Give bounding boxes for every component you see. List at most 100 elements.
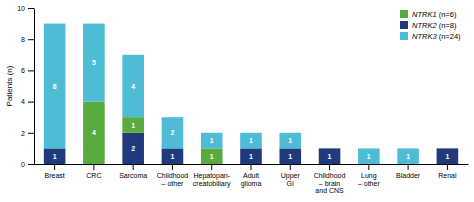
chart: 12111114118542111110246810BreastCRCSarco…	[0, 0, 474, 202]
tick-label: CRC	[86, 172, 101, 179]
tick: 6	[21, 67, 34, 74]
legend-item: NTRK3 (n=24)	[400, 32, 461, 41]
bar-segment	[240, 148, 262, 164]
bar-segment	[397, 148, 419, 164]
tick-label: Childhood– brainand CNS	[314, 172, 346, 194]
tick-mark	[368, 164, 369, 170]
data-labels: 1211111411854211111	[53, 59, 450, 160]
tick-mark	[408, 164, 409, 170]
bar-segment	[44, 148, 66, 164]
data-label: 1	[131, 122, 135, 129]
tick-mark	[28, 8, 34, 9]
data-label: 5	[92, 59, 96, 66]
legend-swatch	[400, 10, 408, 18]
tick: Renal	[438, 164, 457, 179]
tick-label: Sarcoma	[119, 172, 147, 179]
tick: Breast	[45, 164, 65, 179]
bars	[44, 24, 458, 164]
tick: Childhood– brainand CNS	[314, 164, 346, 194]
tick-mark	[28, 70, 34, 71]
bar-segment	[162, 117, 184, 148]
legend: NTRK1 (n=6) NTRK2 (n=8) NTRK3 (n=24)	[400, 10, 461, 41]
data-label: 1	[249, 153, 253, 160]
bar-segment	[162, 148, 184, 164]
legend-swatch	[400, 21, 408, 29]
tick-label: Hepatopan-creatobiliary	[193, 172, 231, 188]
tick: Adultglioma	[241, 164, 262, 188]
tick: 8	[21, 36, 34, 43]
data-label: 2	[131, 145, 135, 152]
data-label: 2	[170, 129, 174, 136]
legend-label: NTRK3 (n=24)	[412, 32, 461, 41]
tick-label: Adultglioma	[241, 172, 262, 188]
data-label: 1	[288, 137, 292, 144]
tick-mark	[54, 164, 55, 170]
data-label: 1	[367, 153, 371, 160]
tick-mark	[28, 39, 34, 40]
data-label: 1	[328, 153, 332, 160]
tick-label: UpperGI	[281, 172, 301, 187]
legend-swatch	[400, 32, 408, 40]
tick-label: Renal	[438, 172, 457, 179]
legend-item: NTRK2 (n=8)	[400, 21, 457, 30]
tick: Hepatopan-creatobiliary	[193, 164, 231, 188]
tick-label: Bladder	[396, 172, 421, 179]
legend-item: NTRK1 (n=6)	[400, 10, 457, 19]
data-label: 4	[131, 83, 135, 90]
bar-segment	[279, 148, 301, 164]
axis-title: Patients (n)	[5, 65, 14, 106]
tick-mark	[28, 164, 34, 165]
data-label: 1	[445, 153, 449, 160]
data-label: 1	[249, 137, 253, 144]
bar-segment	[122, 117, 144, 133]
tick-mark	[447, 164, 448, 170]
tick-mark	[93, 164, 94, 170]
bar-segment	[83, 102, 105, 164]
data-label: 1	[170, 153, 174, 160]
tick-label: 6	[21, 67, 25, 74]
tick: 10	[17, 5, 34, 12]
data-label: 1	[210, 137, 214, 144]
bar-segment	[437, 148, 459, 164]
bar-segment	[201, 148, 223, 164]
tick-mark	[251, 164, 252, 170]
tick: UpperGI	[281, 164, 301, 187]
bar-segment	[83, 24, 105, 102]
x-axis: Breast CRC Sarcoma Childhood– otherHepatopa…	[35, 164, 469, 194]
tick: Childhood– other	[157, 164, 189, 187]
data-label: 8	[53, 83, 57, 90]
tick-mark	[133, 164, 134, 170]
data-label: 1	[288, 153, 292, 160]
legend-label: NTRK2 (n=8)	[412, 21, 457, 30]
tick-mark	[329, 164, 330, 170]
tick-label: 0	[21, 161, 25, 168]
tick-mark	[28, 133, 34, 134]
tick-label: Lung– other	[358, 172, 380, 187]
tick: CRC	[86, 164, 101, 179]
bar-segment	[201, 133, 223, 149]
tick-mark	[290, 164, 291, 170]
tick-label: 4	[21, 98, 25, 105]
bar-segment	[122, 133, 144, 164]
data-label: 1	[406, 153, 410, 160]
legend-label: NTRK1 (n=6)	[412, 10, 457, 19]
tick: 2	[21, 130, 34, 137]
tick-label: 10	[17, 5, 25, 12]
bar-segment	[358, 148, 380, 164]
y-axis: 0 2 4 6 8 10	[17, 5, 34, 168]
tick: Bladder	[396, 164, 421, 179]
tick-mark	[28, 102, 34, 103]
tick-mark	[172, 164, 173, 170]
tick-label: Breast	[45, 172, 65, 179]
tick: 4	[21, 98, 34, 105]
bar-segment	[240, 133, 262, 149]
data-label: 1	[53, 153, 57, 160]
tick: 0	[21, 161, 34, 168]
data-label: 1	[210, 153, 214, 160]
tick: Sarcoma	[119, 164, 147, 179]
tick: Lung– other	[358, 164, 380, 187]
bar-segment	[44, 24, 66, 149]
data-label: 4	[92, 129, 96, 136]
bar-segment	[122, 55, 144, 117]
bar-segment	[279, 133, 301, 149]
